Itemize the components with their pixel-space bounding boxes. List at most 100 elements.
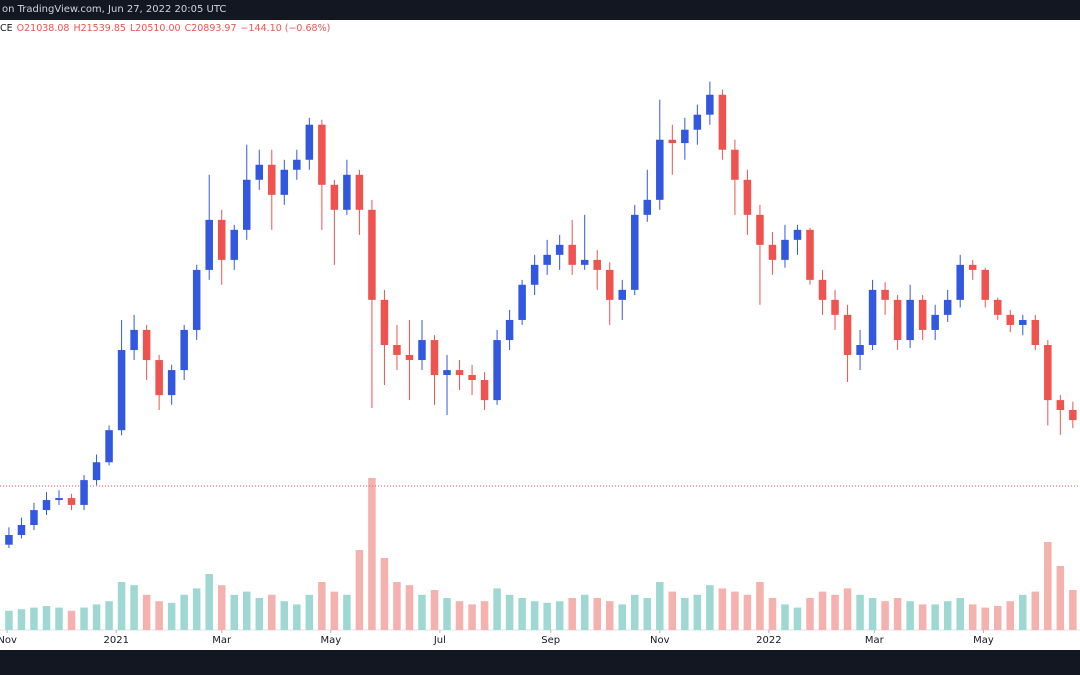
candle-body (1006, 314, 1015, 325)
candle-body (355, 174, 364, 210)
volume-bar (931, 604, 939, 630)
volume-bar (380, 558, 389, 630)
candle-body (155, 360, 163, 396)
candle-body (105, 430, 113, 463)
legend-item: CE (0, 23, 13, 34)
candle-body (205, 219, 213, 270)
candle-body (793, 229, 802, 240)
candle-body (1031, 319, 1040, 346)
volume-bar (1069, 590, 1077, 630)
volume-bar (105, 601, 113, 630)
volume-bar (368, 478, 376, 630)
candle-body (768, 244, 777, 260)
candle-body (480, 380, 489, 401)
candle-body (543, 254, 551, 265)
volume-bar (343, 594, 351, 630)
candle-body (918, 299, 927, 330)
volume-bar (793, 607, 802, 630)
candle-body (330, 184, 339, 210)
candle-body (405, 354, 414, 361)
volume-bar (906, 601, 914, 630)
candle-body (593, 259, 601, 270)
candle-body (293, 159, 301, 170)
x-tick-label: Nov (0, 635, 17, 646)
candle-body (443, 370, 451, 376)
ohlc-legend: CE O21038.08 H21539.85 L20510.00 C20893.97 −1… (0, 23, 334, 34)
volume-bar (956, 598, 964, 630)
candle-body (380, 299, 389, 346)
volume-bar (530, 601, 539, 630)
volume-bar (843, 588, 852, 630)
volume-bar (405, 585, 414, 630)
x-tick-label: Mar (865, 635, 885, 646)
candle-body (756, 214, 764, 245)
volume-bar (756, 582, 764, 630)
volume-bar (868, 598, 877, 630)
candle-body (1056, 400, 1065, 411)
volume-bar (1006, 601, 1015, 630)
volume-bar (518, 598, 526, 630)
volume-bar (355, 550, 364, 630)
x-tick-label: May (320, 635, 341, 646)
candle-body (893, 299, 902, 341)
volume-bar (180, 594, 188, 630)
candle-body (906, 299, 914, 341)
volume-bar (943, 601, 952, 630)
candle-body (393, 345, 401, 355)
candle-body (318, 124, 326, 185)
volume-bar (130, 585, 138, 630)
candle-body (706, 94, 714, 115)
candle-body (455, 370, 464, 376)
volume-bar (768, 598, 777, 630)
candle-body (868, 289, 877, 346)
x-tick-label: 2022 (756, 635, 781, 646)
candle-body (806, 229, 814, 280)
candle-body (693, 114, 702, 130)
candle-body (430, 340, 439, 376)
candle-body (418, 340, 426, 361)
volume-bar (155, 601, 163, 630)
volume-bar (255, 598, 264, 630)
volume-bar (430, 590, 439, 630)
candle-body (656, 139, 664, 200)
x-tick-label: Mar (212, 635, 232, 646)
volume-bar (781, 604, 789, 630)
volume-bar (217, 585, 226, 630)
candle-body (142, 329, 151, 361)
volume-bar (643, 598, 652, 630)
volume-bar (418, 594, 426, 630)
candle-body (30, 510, 38, 526)
candle-body (180, 329, 188, 371)
candle-body (80, 480, 88, 505)
volume-bar (1056, 566, 1065, 630)
volume-bar (17, 609, 26, 630)
volume-bar (268, 594, 276, 630)
candle-body (280, 169, 289, 195)
volume-bar (806, 598, 814, 630)
candle-body (605, 269, 614, 300)
volume-bar (205, 574, 213, 630)
candle-body (518, 284, 526, 320)
volume-bar (293, 604, 301, 630)
candle-body (505, 319, 514, 341)
candle-body (343, 174, 351, 210)
volume-bar (543, 602, 551, 630)
candle-body (67, 498, 76, 505)
candle-body (555, 244, 564, 255)
candle-body (681, 129, 689, 144)
candle-body (731, 149, 739, 180)
candle-body (217, 219, 226, 260)
candle-body (818, 279, 827, 300)
volume-bar (968, 604, 977, 630)
volume-bar (5, 610, 13, 630)
volume-bar (618, 604, 627, 630)
candle-body (117, 350, 126, 431)
candle-body (255, 164, 264, 180)
volume-bar (480, 601, 489, 630)
volume-bar (605, 601, 614, 630)
volume-bar (230, 594, 238, 630)
volume-bar (493, 588, 501, 630)
volume-bar (92, 604, 101, 630)
candle-body (993, 299, 1002, 315)
